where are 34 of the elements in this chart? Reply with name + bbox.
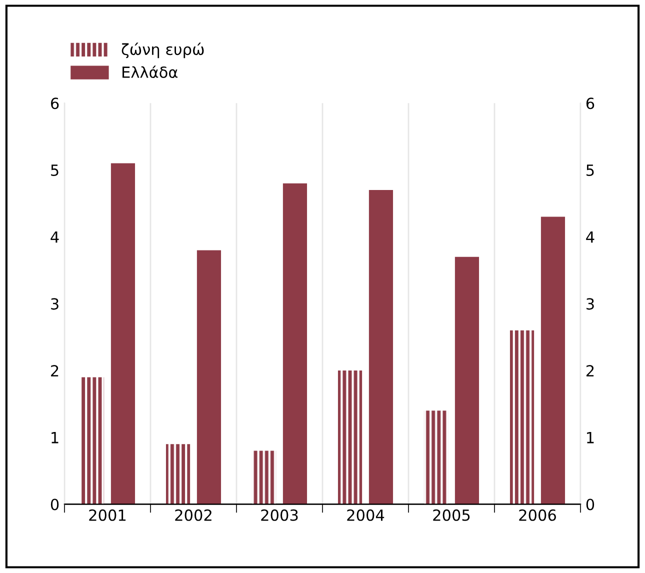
- bar: [510, 330, 534, 504]
- x-tick-label: 2004: [347, 509, 384, 521]
- y2-tick-label: 4: [586, 232, 594, 243]
- bar: [282, 183, 308, 504]
- y-tick-label: 5: [51, 164, 58, 176]
- bar: [166, 444, 190, 504]
- y-tick-label: 3: [51, 298, 58, 310]
- bar: [424, 410, 448, 504]
- legend-label: ζώνη ευρώ: [122, 42, 204, 58]
- y2-tick-label: 2: [586, 365, 594, 376]
- y2-tick-label: 3: [586, 298, 594, 310]
- legend-label: Ελλάδα: [122, 66, 178, 78]
- bar: [196, 250, 222, 504]
- bar: [252, 450, 276, 504]
- x-tick-label: 2002: [175, 509, 212, 521]
- y-tick-label: 6: [50, 98, 59, 110]
- y-tick-label: 2: [51, 365, 58, 376]
- y2-tick-label: 5: [586, 164, 594, 176]
- bar: [80, 377, 104, 504]
- y-tick-label: 0: [50, 498, 59, 510]
- y-tick-label: 4: [50, 232, 59, 243]
- bar: [110, 163, 136, 504]
- x-tick-label: 2005: [433, 509, 470, 521]
- y-tick-label: 1: [52, 432, 58, 444]
- x-tick-label: 2003: [261, 509, 298, 521]
- bar: [338, 370, 362, 504]
- y2-tick-label: 0: [586, 498, 594, 510]
- bar: [540, 216, 566, 504]
- y2-tick-label: 1: [587, 432, 594, 444]
- bar: [454, 256, 480, 504]
- x-tick-label: 2001: [89, 509, 126, 521]
- bar: [368, 190, 394, 504]
- y2-tick-label: 6: [586, 98, 594, 110]
- x-tick-label: 2006: [519, 509, 556, 521]
